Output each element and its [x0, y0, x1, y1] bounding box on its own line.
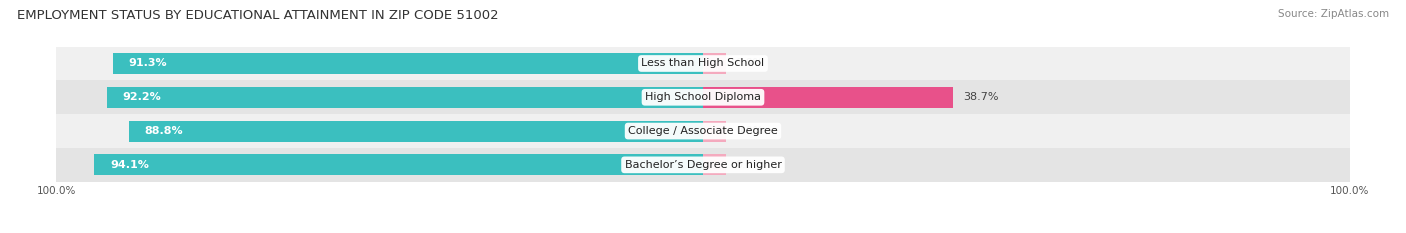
Text: Source: ZipAtlas.com: Source: ZipAtlas.com [1278, 9, 1389, 19]
Text: 0.0%: 0.0% [735, 58, 763, 69]
Text: 0.0%: 0.0% [735, 126, 763, 136]
Text: High School Diploma: High School Diploma [645, 92, 761, 102]
Bar [703, 87, 953, 108]
Text: 91.3%: 91.3% [129, 58, 167, 69]
Text: 92.2%: 92.2% [122, 92, 162, 102]
Text: 0.0%: 0.0% [735, 160, 763, 170]
Bar [56, 148, 1350, 182]
Text: College / Associate Degree: College / Associate Degree [628, 126, 778, 136]
Bar [129, 121, 703, 141]
Text: Less than High School: Less than High School [641, 58, 765, 69]
Text: 94.1%: 94.1% [111, 160, 149, 170]
Bar [56, 114, 1350, 148]
Text: 88.8%: 88.8% [145, 126, 183, 136]
Text: Bachelor’s Degree or higher: Bachelor’s Degree or higher [624, 160, 782, 170]
Bar [56, 80, 1350, 114]
Bar [94, 154, 703, 175]
Bar [107, 87, 703, 108]
Bar [703, 154, 725, 175]
Text: 38.7%: 38.7% [963, 92, 998, 102]
Bar [56, 47, 1350, 80]
Bar [703, 121, 725, 141]
Bar [112, 53, 703, 74]
Bar [703, 53, 725, 74]
Text: EMPLOYMENT STATUS BY EDUCATIONAL ATTAINMENT IN ZIP CODE 51002: EMPLOYMENT STATUS BY EDUCATIONAL ATTAINM… [17, 9, 499, 22]
